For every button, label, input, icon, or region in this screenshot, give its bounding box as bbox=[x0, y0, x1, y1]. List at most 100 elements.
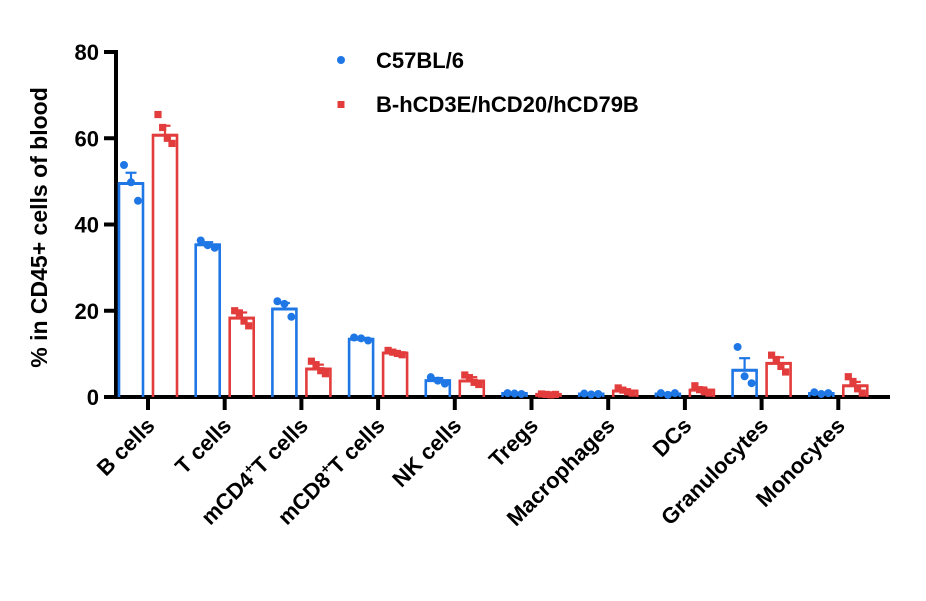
point-c57bl-6 bbox=[517, 389, 526, 398]
y-tick-label: 20 bbox=[75, 299, 99, 324]
point-c57bl-6 bbox=[656, 389, 665, 398]
point-b-hcd3e-hcd20-hcd79b bbox=[619, 386, 627, 394]
legend-item-c57bl6: C57BL/6 bbox=[337, 48, 464, 73]
point-b-hcd3e-hcd20-hcd79b bbox=[537, 390, 546, 398]
point-c57bl-6 bbox=[196, 236, 205, 245]
point-b-hcd3e-hcd20-hcd79b bbox=[465, 373, 474, 382]
point-b-hcd3e-hcd20-hcd79b bbox=[854, 385, 862, 393]
point-b-hcd3e-hcd20-hcd79b bbox=[245, 322, 253, 330]
point-c57bl-6 bbox=[817, 389, 826, 398]
point-b-hcd3e-hcd20-hcd79b bbox=[384, 346, 392, 355]
point-b-hcd3e-hcd20-hcd79b bbox=[628, 389, 636, 397]
point-c57bl-6 bbox=[440, 379, 449, 388]
point-b-hcd3e-hcd20-hcd79b bbox=[159, 123, 167, 132]
y-ticks: 0 20 40 60 80 bbox=[75, 40, 841, 410]
x-tick-label-tregs: Tregs bbox=[484, 413, 543, 472]
legend-label-c57bl6: C57BL/6 bbox=[376, 48, 464, 73]
point-c57bl-6 bbox=[273, 297, 282, 306]
x-tick-label-t-cells: T cells bbox=[170, 413, 236, 479]
point-b-hcd3e-hcd20-hcd79b bbox=[154, 110, 162, 119]
point-b-hcd3e-hcd20-hcd79b bbox=[691, 382, 699, 390]
bar-b-hcd3e-hcd20-hcd79b-b-cells bbox=[151, 133, 179, 397]
x-tick-label-b-cells: B cells bbox=[92, 413, 160, 481]
x-tick-label-suffix: T cells bbox=[247, 413, 313, 479]
point-c57bl-6 bbox=[663, 390, 672, 399]
point-c57bl-6 bbox=[350, 333, 359, 342]
point-c57bl-6 bbox=[364, 336, 373, 345]
point-b-hcd3e-hcd20-hcd79b bbox=[772, 355, 780, 364]
point-c57bl-6 bbox=[203, 241, 212, 250]
bar-b-hcd3e-hcd20-hcd79b-t-cells bbox=[228, 316, 255, 397]
point-b-hcd3e-hcd20-hcd79b bbox=[470, 378, 478, 386]
point-c57bl-6 bbox=[134, 196, 142, 205]
point-c57bl-6 bbox=[426, 373, 435, 382]
point-b-hcd3e-hcd20-hcd79b bbox=[551, 390, 560, 399]
point-b-hcd3e-hcd20-hcd79b bbox=[240, 317, 248, 325]
point-b-hcd3e-hcd20-hcd79b bbox=[168, 139, 176, 148]
point-b-hcd3e-hcd20-hcd79b bbox=[231, 307, 239, 315]
bar-c57bl-6-mcd4 bbox=[271, 307, 298, 397]
y-axis-label-group: % in CD45+ cells of blood bbox=[26, 87, 52, 368]
legend-marker-c57bl6 bbox=[337, 56, 345, 64]
bar-c57bl-6-t-cells bbox=[194, 243, 221, 397]
x-tick-label-text: T cells bbox=[170, 413, 236, 479]
point-b-hcd3e-hcd20-hcd79b bbox=[321, 370, 329, 378]
legend-marker-bhcd3e bbox=[337, 101, 345, 108]
data-points bbox=[120, 110, 866, 399]
point-b-hcd3e-hcd20-hcd79b bbox=[614, 384, 622, 392]
point-b-hcd3e-hcd20-hcd79b bbox=[163, 134, 171, 142]
point-b-hcd3e-hcd20-hcd79b bbox=[849, 377, 857, 386]
y-tick-label: 40 bbox=[75, 213, 99, 238]
point-b-hcd3e-hcd20-hcd79b bbox=[389, 348, 397, 356]
point-c57bl-6 bbox=[120, 160, 128, 169]
point-c57bl-6 bbox=[287, 312, 296, 321]
y-axis-label: % in CD45+ cells of blood bbox=[26, 87, 52, 368]
point-c57bl-6 bbox=[210, 243, 219, 252]
point-b-hcd3e-hcd20-hcd79b bbox=[705, 389, 713, 397]
point-b-hcd3e-hcd20-hcd79b bbox=[475, 380, 483, 389]
legend: C57BL/6 B-hCD3E/hCD20/hCD79B bbox=[337, 48, 639, 117]
x-tick-label-text: DCs bbox=[648, 413, 697, 462]
point-c57bl-6 bbox=[357, 334, 366, 343]
point-b-hcd3e-hcd20-hcd79b bbox=[312, 361, 320, 369]
point-b-hcd3e-hcd20-hcd79b bbox=[695, 386, 704, 394]
point-c57bl-6 bbox=[824, 389, 833, 398]
x-tick-label-nk-cells: NK cells bbox=[387, 413, 466, 492]
bar-b-hcd3e-hcd20-hcd79b-mcd8 bbox=[381, 351, 409, 397]
bars bbox=[117, 124, 869, 397]
point-c57bl-6 bbox=[740, 372, 749, 381]
point-c57bl-6 bbox=[733, 342, 742, 351]
point-b-hcd3e-hcd20-hcd79b bbox=[623, 388, 632, 396]
point-c57bl-6 bbox=[810, 388, 819, 397]
point-c57bl-6 bbox=[127, 178, 135, 187]
point-b-hcd3e-hcd20-hcd79b bbox=[782, 368, 790, 376]
point-c57bl-6 bbox=[587, 390, 596, 399]
point-c57bl-6 bbox=[670, 389, 679, 398]
legend-item-bhcd3e: B-hCD3E/hCD20/hCD79B bbox=[337, 92, 639, 117]
point-c57bl-6 bbox=[280, 299, 289, 308]
point-c57bl-6 bbox=[580, 389, 589, 398]
point-b-hcd3e-hcd20-hcd79b bbox=[317, 367, 325, 375]
point-b-hcd3e-hcd20-hcd79b bbox=[547, 391, 555, 399]
point-b-hcd3e-hcd20-hcd79b bbox=[844, 373, 852, 381]
x-tick-label-text: NK cells bbox=[387, 413, 466, 492]
point-b-hcd3e-hcd20-hcd79b bbox=[461, 371, 469, 379]
point-b-hcd3e-hcd20-hcd79b bbox=[235, 309, 243, 317]
point-b-hcd3e-hcd20-hcd79b bbox=[542, 390, 550, 399]
y-tick-label: 60 bbox=[75, 126, 99, 151]
point-b-hcd3e-hcd20-hcd79b bbox=[393, 349, 402, 358]
x-tick-label-text: Tregs bbox=[484, 413, 543, 472]
x-tick-label-dcs: DCs bbox=[648, 413, 697, 462]
x-tick-label-suffix: T cells bbox=[324, 413, 390, 479]
bar-c57bl-6-b-cells bbox=[117, 182, 145, 397]
y-tick-label: 80 bbox=[75, 40, 99, 65]
point-b-hcd3e-hcd20-hcd79b bbox=[777, 362, 785, 370]
point-c57bl-6 bbox=[433, 376, 442, 385]
point-b-hcd3e-hcd20-hcd79b bbox=[398, 351, 406, 359]
point-b-hcd3e-hcd20-hcd79b bbox=[768, 351, 776, 359]
point-c57bl-6 bbox=[510, 389, 519, 398]
legend-label-bhcd3e: B-hCD3E/hCD20/hCD79B bbox=[376, 92, 639, 117]
bar-c57bl-6-mcd8 bbox=[347, 337, 375, 397]
